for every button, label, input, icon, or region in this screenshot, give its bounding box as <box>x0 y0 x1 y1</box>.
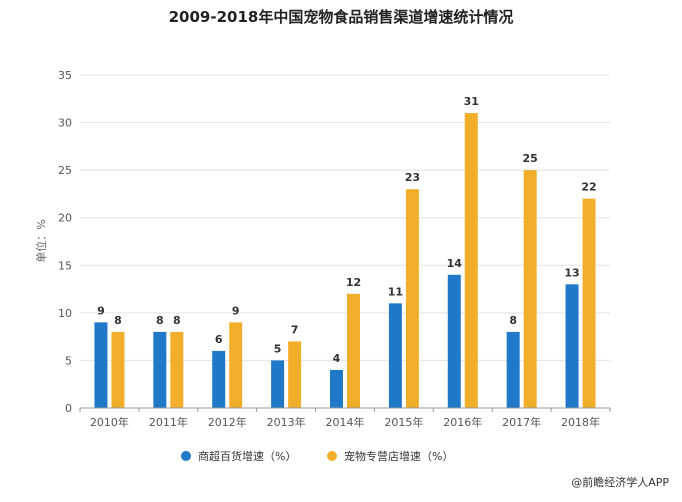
bar-supermarket <box>330 369 343 408</box>
data-label: 11 <box>388 285 403 298</box>
bar-petstore <box>523 170 537 408</box>
x-tick-labels: 2010年 2011年 2012年 2013年 2014年 2015年 2016年 2017年… <box>79 408 611 429</box>
x-tick-label: 2014年 <box>326 415 365 429</box>
data-label: 5 <box>274 342 282 355</box>
y-tick-labels: 0 5 10 15 20 25 30 35 <box>58 69 72 415</box>
data-label: 31 <box>464 95 479 108</box>
data-label: 23 <box>405 171 420 184</box>
bar-supermarket <box>212 350 226 408</box>
x-tick-label: 2015年 <box>384 415 423 429</box>
x-tick-label: 2012年 <box>208 415 247 429</box>
legend: 商超百货增速（%） 宠物专营店增速（%） <box>181 449 453 463</box>
bar-supermarket <box>565 284 579 408</box>
bar-petstore <box>347 293 360 408</box>
y-tick-label: 35 <box>58 69 72 82</box>
grid <box>80 74 610 361</box>
data-label: 6 <box>215 333 223 346</box>
bar-supermarket <box>271 360 285 408</box>
bar-petstore <box>170 331 184 408</box>
x-tick-label: 2013年 <box>267 415 306 429</box>
data-label: 9 <box>232 304 240 317</box>
data-label: 13 <box>564 266 579 279</box>
data-label: 14 <box>447 257 463 270</box>
y-tick-label: 30 <box>58 117 72 130</box>
legend-label-supermarket: 商超百货增速（%） <box>198 449 296 463</box>
x-tick-label: 2018年 <box>561 415 600 429</box>
data-label: 25 <box>523 152 538 165</box>
legend-marker-supermarket <box>181 451 191 461</box>
bar-supermarket <box>94 322 108 408</box>
data-label: 9 <box>97 304 105 317</box>
bar-supermarket <box>506 331 520 408</box>
data-label: 8 <box>156 314 164 327</box>
data-label: 7 <box>291 323 299 336</box>
chart-title: 2009-2018年中国宠物食品销售渠道增速统计情况 <box>169 8 514 26</box>
data-label: 22 <box>581 181 596 194</box>
data-label: 4 <box>333 352 341 365</box>
bar-petstore <box>582 198 596 408</box>
source-credit: @前瞻经济学人APP <box>571 475 669 489</box>
y-tick-label: 5 <box>65 354 72 367</box>
data-label: 12 <box>346 276 361 289</box>
data-label: 8 <box>509 314 517 327</box>
bar-supermarket <box>153 331 167 408</box>
bars <box>94 113 596 409</box>
x-tick-label: 2016年 <box>443 415 482 429</box>
y-axis-label: 单位：% <box>34 219 48 262</box>
bar-supermarket <box>447 274 461 408</box>
bar-petstore <box>464 113 478 409</box>
y-tick-label: 20 <box>58 212 72 225</box>
y-tick-label: 15 <box>58 259 72 272</box>
legend-marker-petstore <box>327 451 337 461</box>
bar-petstore <box>111 331 125 408</box>
bar-supermarket <box>388 303 402 408</box>
bar-petstore <box>288 341 302 408</box>
x-tick-label: 2017年 <box>502 415 541 429</box>
data-label: 8 <box>173 314 181 327</box>
data-label: 8 <box>114 314 122 327</box>
bar-petstore <box>229 322 243 408</box>
x-tick-label: 2010年 <box>90 415 129 429</box>
bar-petstore <box>405 189 419 408</box>
x-tick-label: 2011年 <box>149 415 188 429</box>
legend-label-petstore: 宠物专营店增速（%） <box>344 449 453 463</box>
y-tick-label: 25 <box>58 164 72 177</box>
y-tick-label: 0 <box>65 402 72 415</box>
y-tick-label: 10 <box>58 307 72 320</box>
